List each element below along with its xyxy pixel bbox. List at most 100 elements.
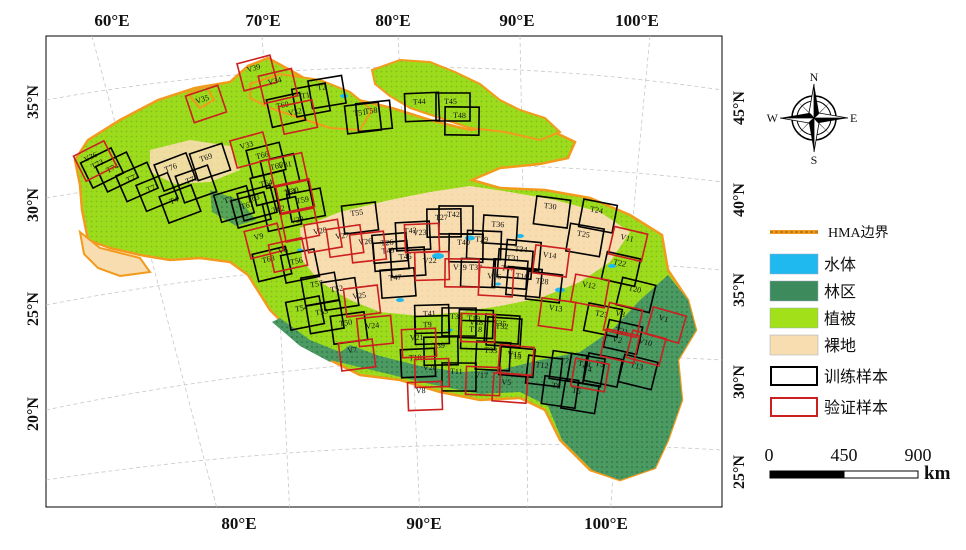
validation-tile-v25: V25	[342, 284, 382, 318]
validation-tile-v29: V29	[279, 206, 321, 244]
scale-label-max: 900	[905, 445, 932, 465]
tile-label: T58	[364, 106, 378, 116]
legend-water-label: 水体	[824, 255, 856, 274]
legend-forest: 林区	[769, 280, 856, 302]
tile-label: V1	[658, 313, 670, 324]
tile-label: T8	[551, 381, 561, 391]
tile-label: V25	[352, 291, 367, 302]
tile-label: T53	[314, 306, 328, 317]
validation-tile-v28: V28	[302, 218, 344, 254]
tile-label: T39	[432, 341, 445, 350]
validation-tile-v3: V3	[602, 301, 644, 339]
train-tile-t43: T43	[394, 220, 432, 252]
validation-tile-v4: V4	[569, 357, 611, 393]
train-tile-t3: T3	[212, 184, 256, 224]
tile-label: V27	[335, 230, 350, 241]
validation-tile-v18: V18	[459, 312, 497, 344]
left-lat-ticks: 35°N 30°N 25°N 20°N	[25, 85, 42, 431]
tile-label: V17	[474, 371, 488, 381]
tile-label: T52	[330, 284, 344, 295]
legend-boundary: HMA边界	[770, 225, 889, 241]
validation-tile-v12: V12	[569, 273, 611, 309]
train-tile-t39: T39	[422, 335, 460, 367]
tile-label: T1	[300, 90, 310, 100]
legend-train-label: 训练样本	[824, 367, 888, 386]
train-tile-t32: T32	[485, 316, 523, 348]
tile-label: V13	[548, 303, 563, 314]
train-tile-t54: T54	[284, 295, 326, 331]
validation-tile-v26: V26	[348, 230, 388, 264]
tile-label: T21	[614, 325, 629, 337]
map-body: T69T76T74T73T72T71T75T4T64T62T63T65T66T6…	[46, 36, 722, 507]
compass-rose-icon: N S E W	[767, 70, 858, 167]
tile-label: T56	[289, 255, 303, 266]
train-tile-t15: T15	[498, 345, 536, 379]
validation-tile-v27: V27	[325, 223, 365, 259]
tile-label: V31	[277, 159, 292, 171]
bare-land-west	[150, 140, 240, 184]
tile-label: T61	[283, 186, 297, 197]
validation-tile-v17: V17	[464, 365, 502, 397]
tile-label: T12	[535, 360, 549, 370]
tile-label: T50	[339, 318, 353, 329]
tile-label: T45	[444, 97, 457, 106]
train-tile-t45: T45	[435, 92, 471, 122]
train-tile-t22: T22	[600, 250, 642, 288]
train-tile-t52: T52	[320, 276, 360, 312]
train-tile-t69: T69	[188, 142, 232, 182]
tile-label: V33	[239, 139, 255, 151]
tile-label: T57	[309, 278, 323, 289]
train-tile-t76: T76	[153, 151, 197, 193]
tile-label: T75	[184, 173, 199, 186]
tile-label: V9	[253, 231, 265, 242]
tile-label: T29	[475, 235, 488, 245]
tile-label: T18	[469, 325, 482, 334]
tile-label: T63	[246, 192, 261, 204]
left-lat-20n: 20°N	[25, 397, 42, 431]
train-tile-t56: T56	[279, 247, 321, 285]
tile-label: T36	[491, 219, 504, 229]
compass-e-label: E	[850, 111, 857, 125]
train-tile-t6: T6	[560, 379, 600, 415]
tile-label: V8	[416, 386, 426, 395]
validation-tile-v30: V30	[274, 177, 316, 215]
validation-tile-v21: V21	[400, 327, 438, 359]
train-tile-t4: T4	[158, 183, 202, 225]
top-lon-60e: 60°E	[94, 11, 129, 30]
train-tile-t34: T34	[503, 238, 543, 272]
right-lat-30n: 30°N	[731, 365, 748, 399]
scale-label-zero: 0	[765, 445, 774, 465]
scale-label-mid: 450	[831, 445, 858, 465]
legend-train: 训练样本	[770, 366, 888, 386]
tile-label: T30	[543, 201, 557, 212]
tile-label: V19	[453, 263, 467, 272]
bottom-lon-ticks: 80°E 90°E 100°E	[221, 514, 627, 533]
tile-label: T68	[261, 253, 276, 265]
train-tile-t36: T36	[481, 214, 519, 246]
train-tile-t30: T30	[532, 195, 572, 229]
bottom-lon-90e: 90°E	[406, 514, 441, 533]
validation-tile-v13: V13	[537, 296, 577, 332]
map-legend: HMA边界 水体 林区 植被 裸地 训练样本 验证样本	[769, 225, 889, 417]
validation-tile-v22: V22	[413, 250, 451, 282]
tile-label: T11	[450, 367, 463, 376]
validation-tile-v9: V9	[243, 222, 285, 260]
tile-label: T59	[295, 194, 309, 205]
tile-label: T20	[627, 283, 642, 295]
bare-land-plateau	[300, 186, 630, 316]
tile-label: T54	[294, 302, 308, 313]
validation-tile-v7: V7	[337, 338, 377, 372]
tile-label: T62	[271, 203, 286, 215]
tile-label: T32	[495, 321, 508, 331]
tile-label: V32	[287, 106, 302, 118]
tile-label: V21	[410, 333, 424, 343]
validation-tile-v11: V11	[607, 225, 649, 263]
tile-label: T69	[198, 151, 213, 164]
top-lon-100e: 100°E	[615, 11, 659, 30]
tile-label: T42	[447, 210, 460, 219]
legend-bare-label: 裸地	[824, 336, 856, 355]
tile-label: V6	[277, 245, 288, 256]
train-tile-t29: T29	[465, 229, 503, 261]
train-tile-t21: T21	[602, 318, 644, 356]
